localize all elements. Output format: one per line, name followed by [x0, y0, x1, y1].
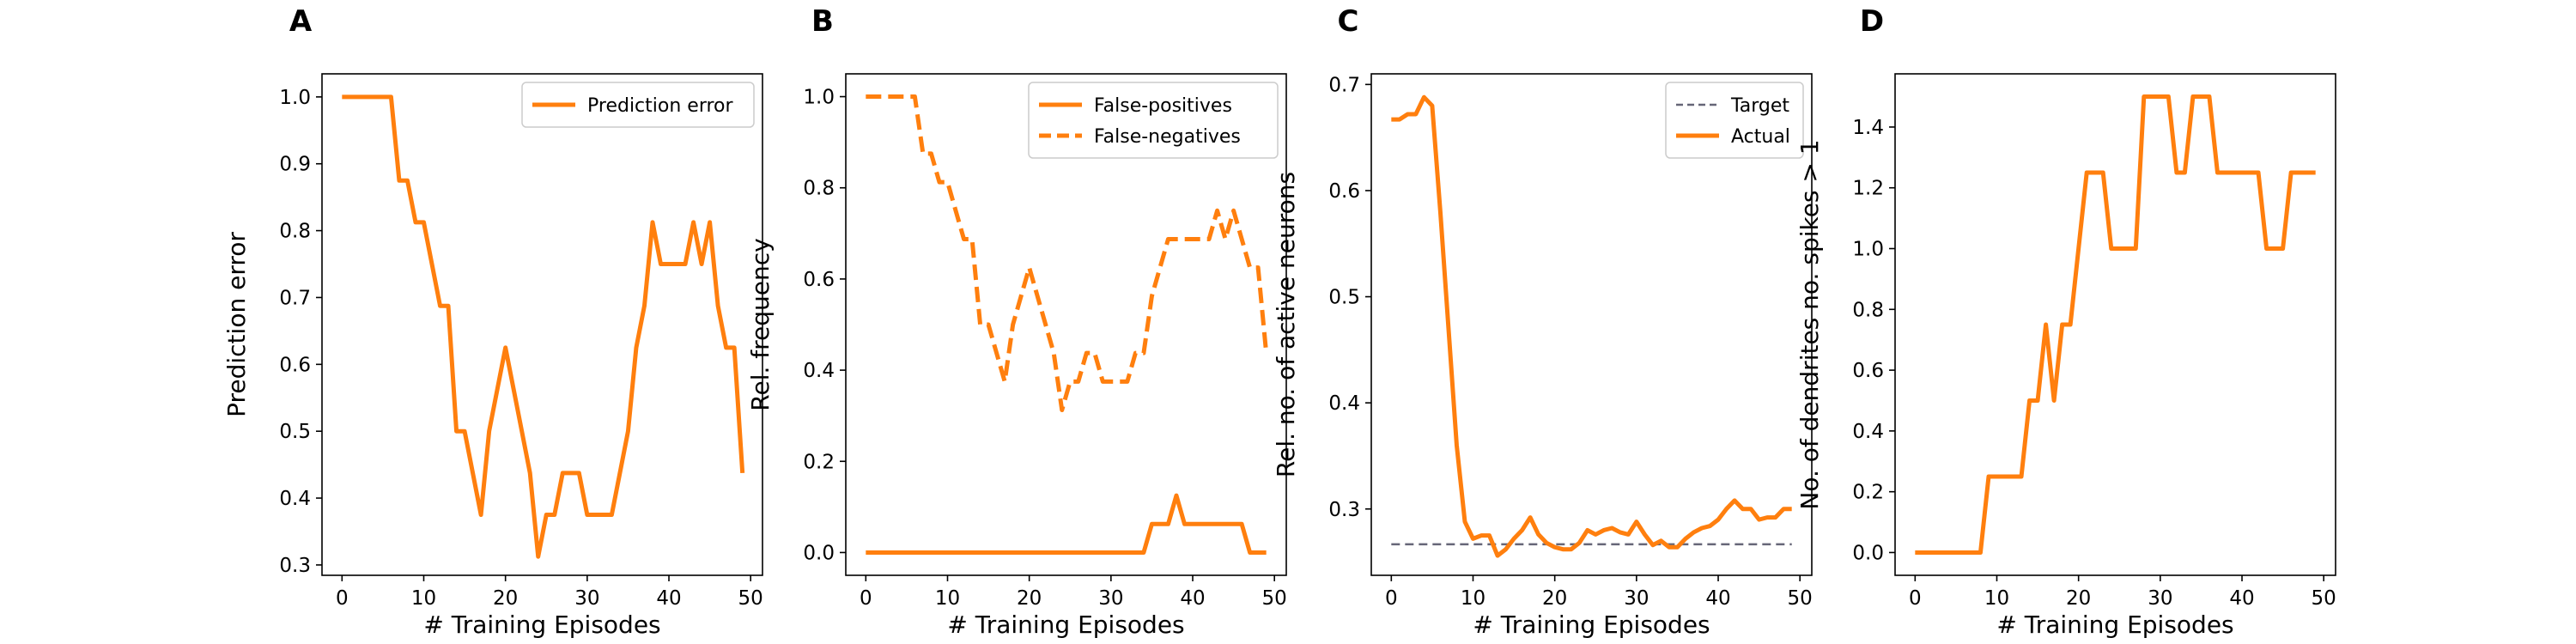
y-tick-label: 0.0 [1852, 542, 1884, 564]
x-tick-label: 30 [2148, 587, 2172, 610]
y-axis-label: Rel. no. of active neurons [1272, 172, 1300, 477]
x-tick-label: 10 [411, 587, 436, 610]
x-tick-label: 0 [860, 587, 872, 610]
plot-frame [321, 73, 763, 576]
panel-c: C # Training Episodes Rel. no. of active… [1272, 4, 1813, 639]
y-axis-label: No. of dendrites no. spikes > 1 [1795, 139, 1824, 509]
y-tick-label: 0.6 [1852, 360, 1884, 382]
y-tick-label: 0.5 [1328, 287, 1360, 309]
y-tick-label: 1.0 [1852, 239, 1884, 261]
legend-label: Actual [1731, 126, 1790, 148]
y-tick-label: 0.8 [1852, 299, 1884, 321]
y-tick-label: 0.6 [803, 269, 835, 291]
series-line [1391, 94, 1792, 558]
x-axis-label: # Training Episodes [947, 611, 1184, 639]
x-tick-label: 30 [574, 587, 599, 610]
x-tick-label: 40 [656, 587, 681, 610]
y-tick-label: 0.6 [279, 354, 311, 376]
panel-letter: C [1338, 4, 1359, 39]
y-tick-label: 0.8 [279, 221, 311, 243]
series-line [1915, 94, 2316, 555]
y-tick-label: 0.4 [1328, 392, 1360, 415]
y-axis-label: Rel. frequency [746, 238, 775, 410]
x-tick-label: 50 [1788, 587, 1813, 610]
y-tick-label: 1.4 [1852, 117, 1884, 139]
plot-frame [845, 73, 1287, 576]
y-tick-label: 1.0 [803, 87, 835, 109]
x-tick-label: 0 [336, 587, 349, 610]
y-tick-label: 0.4 [1852, 421, 1884, 443]
y-tick-label: 1.2 [1852, 178, 1884, 200]
series-line [342, 94, 745, 559]
y-tick-label: 0.3 [279, 555, 311, 577]
x-tick-label: 30 [1624, 587, 1649, 610]
y-tick-label: 0.2 [1852, 482, 1884, 504]
y-tick-label: 0.3 [1328, 499, 1360, 521]
panel-letter: B [811, 4, 834, 39]
x-tick-label: 50 [1262, 587, 1287, 610]
y-tick-label: 0.7 [279, 287, 311, 309]
x-tick-label: 20 [1542, 587, 1567, 610]
x-tick-label: 0 [1909, 587, 1922, 610]
x-tick-label: 40 [2229, 587, 2254, 610]
panel-letter: A [289, 4, 313, 39]
y-tick-label: 0.4 [279, 488, 311, 510]
legend-box [521, 82, 755, 128]
y-tick-label: 0.5 [279, 421, 311, 443]
legend-label: False-positives [1094, 95, 1232, 117]
y-tick-label: 0.8 [803, 178, 835, 200]
x-tick-label: 30 [1098, 587, 1123, 610]
x-tick-label: 50 [2312, 587, 2336, 610]
legend-label: False-negatives [1094, 126, 1241, 148]
plot-frame [1894, 73, 2336, 576]
panel-d: D # Training Episodes No. of dendrites n… [1795, 4, 2336, 639]
panel-a: A # Training Episodes Prediction error 0… [222, 4, 763, 639]
series-line [866, 94, 1269, 413]
x-axis-label: # Training Episodes [1473, 611, 1710, 639]
y-tick-label: 1.0 [279, 87, 311, 109]
x-tick-label: 10 [1984, 587, 2009, 610]
panel-b: B # Training Episodes Rel. frequency 0 10… [746, 4, 1287, 639]
legend-label: Target [1730, 95, 1789, 117]
y-tick-label: 0.2 [803, 451, 835, 473]
panel-letter: D [1860, 4, 1884, 39]
y-axis-label: Prediction error [222, 232, 251, 417]
y-tick-label: 0.0 [803, 542, 835, 564]
y-tick-label: 0.6 [1328, 180, 1360, 203]
series-line [866, 493, 1267, 555]
legend-label: Prediction error [587, 95, 733, 117]
x-tick-label: 20 [1017, 587, 1042, 610]
x-tick-label: 0 [1385, 587, 1398, 610]
x-tick-label: 10 [935, 587, 960, 610]
plot-frame [1370, 73, 1813, 576]
y-tick-label: 0.4 [803, 360, 835, 382]
x-axis-label: # Training Episodes [1996, 611, 2233, 639]
x-tick-label: 20 [493, 587, 518, 610]
x-tick-label: 20 [2066, 587, 2091, 610]
y-tick-label: 0.7 [1328, 74, 1360, 96]
x-tick-label: 50 [738, 587, 763, 610]
legend-box [1028, 82, 1279, 159]
legend-box [1665, 82, 1804, 159]
x-axis-label: # Training Episodes [423, 611, 660, 639]
x-tick-label: 40 [1180, 587, 1205, 610]
x-tick-label: 40 [1705, 587, 1730, 610]
x-tick-label: 10 [1461, 587, 1485, 610]
y-tick-label: 0.9 [279, 154, 311, 176]
